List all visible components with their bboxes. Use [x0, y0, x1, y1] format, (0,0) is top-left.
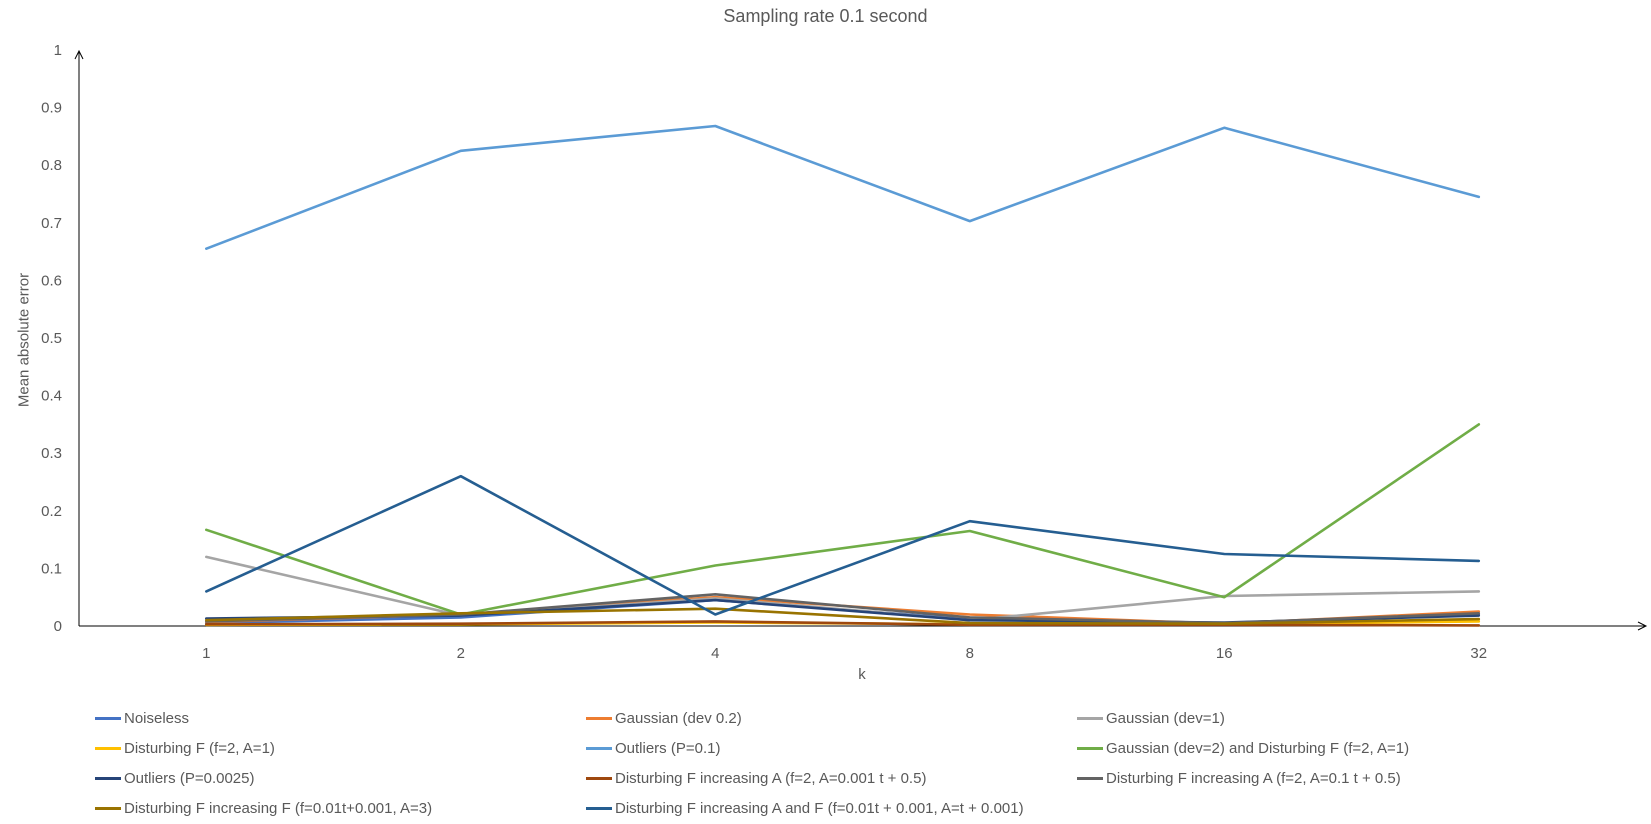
legend-swatch: [95, 776, 121, 780]
legend-label: Gaussian (dev=2) and Disturbing F (f=2, …: [1106, 739, 1410, 757]
legend-item: Disturbing F increasing F (f=0.01t+0.001…: [95, 799, 586, 817]
x-tick-label: 32: [1470, 645, 1487, 662]
legend-item: Gaussian (dev=1): [1077, 709, 1568, 727]
legend-swatch: [1077, 776, 1103, 780]
legend-label: Disturbing F increasing A (f=2, A=0.1 t …: [1106, 769, 1401, 787]
legend-swatch: [586, 776, 612, 780]
legend-label: Outliers (P=0.1): [615, 739, 721, 757]
y-tick-label: 0.3: [41, 445, 62, 462]
legend-swatch: [95, 716, 121, 720]
y-axis-arrow: [74, 49, 84, 60]
legend-label: Gaussian (dev 0.2): [615, 709, 742, 727]
legend-item: Outliers (P=0.1): [586, 739, 1077, 757]
y-tick-label: 1: [54, 42, 62, 59]
x-tick-label: 16: [1216, 645, 1233, 662]
legend-label: Disturbing F (f=2, A=1): [124, 739, 275, 757]
legend-swatch: [1077, 746, 1103, 750]
series-lines: [205, 124, 1481, 627]
x-tick-label: 8: [966, 645, 974, 662]
y-tick-label: 0.5: [41, 330, 62, 347]
x-tick-label: 1: [202, 645, 210, 662]
tick-labels: 0 0.1 0.2 0.3 0.4 0.5 0.6 0.7 0.8 0.9 1 1 2 4 8 16 32: [41, 42, 1487, 662]
legend: Noiseless Gaussian (dev 0.2) Gaussian (dev…: [95, 709, 1615, 817]
y-tick-label: 0.1: [41, 560, 62, 577]
series-line: [205, 423, 1481, 616]
legend-item: Noiseless: [95, 709, 586, 727]
y-tick-label: 0.7: [41, 215, 62, 232]
legend-swatch: [1077, 716, 1103, 720]
legend-item: Gaussian (dev=2) and Disturbing F (f=2, …: [1077, 739, 1568, 757]
legend-item: Disturbing F (f=2, A=1): [95, 739, 586, 757]
y-tick-label: 0.2: [41, 503, 62, 520]
legend-swatch: [586, 746, 612, 750]
series-line: [205, 607, 1481, 626]
y-tick-label: 0.4: [41, 388, 62, 405]
legend-swatch: [95, 746, 121, 750]
series-line: [205, 474, 1481, 616]
legend-item: Disturbing F increasing A (f=2, A=0.001 …: [586, 769, 1077, 787]
series-line: [205, 620, 1481, 627]
x-axis-arrow: [1637, 621, 1648, 631]
legend-label: Gaussian (dev=1): [1106, 709, 1225, 727]
legend-label: Disturbing F increasing A and F (f=0.01t…: [615, 799, 1024, 817]
legend-item: Disturbing F increasing A (f=2, A=0.1 t …: [1077, 769, 1568, 787]
legend-label: Outliers (P=0.0025): [124, 769, 255, 787]
x-tick-label: 4: [711, 645, 719, 662]
series-line: [205, 124, 1481, 250]
x-tick-label: 2: [457, 645, 465, 662]
y-tick-label: 0.6: [41, 272, 62, 289]
legend-swatch: [586, 716, 612, 720]
legend-swatch: [586, 806, 612, 810]
legend-label: Noiseless: [124, 709, 190, 727]
legend-item: Gaussian (dev 0.2): [586, 709, 1077, 727]
legend-item: Outliers (P=0.0025): [95, 769, 586, 787]
legend-label: Disturbing F increasing A (f=2, A=0.001 …: [615, 769, 927, 787]
legend-item: Disturbing F increasing A and F (f=0.01t…: [586, 799, 1077, 817]
x-axis-label: k: [858, 666, 866, 683]
y-tick-label: 0: [54, 618, 62, 635]
legend-label: Disturbing F increasing F (f=0.01t+0.001…: [124, 799, 433, 817]
legend-swatch: [95, 806, 121, 810]
y-tick-label: 0.8: [41, 157, 62, 174]
chart-title: Sampling rate 0.1 second: [723, 6, 928, 26]
y-tick-label: 0.9: [41, 100, 62, 117]
